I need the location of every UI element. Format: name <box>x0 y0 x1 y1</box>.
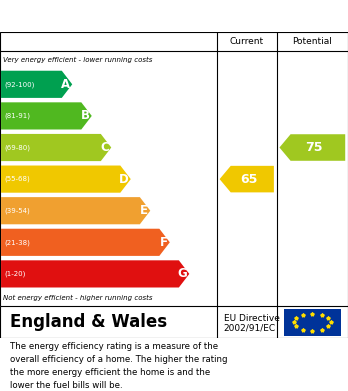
Text: 2002/91/EC: 2002/91/EC <box>224 323 276 332</box>
Polygon shape <box>279 134 345 161</box>
Text: E: E <box>140 204 148 217</box>
Text: Current: Current <box>230 37 264 46</box>
Text: G: G <box>177 267 187 280</box>
Text: F: F <box>160 236 168 249</box>
Text: Potential: Potential <box>292 37 332 46</box>
Text: B: B <box>81 109 90 122</box>
Text: (69-80): (69-80) <box>4 144 30 151</box>
Text: Not energy efficient - higher running costs: Not energy efficient - higher running co… <box>3 295 153 301</box>
Polygon shape <box>1 260 189 287</box>
Text: The energy efficiency rating is a measure of the
overall efficiency of a home. T: The energy efficiency rating is a measur… <box>10 343 228 390</box>
Text: Energy Efficiency Rating: Energy Efficiency Rating <box>10 9 220 23</box>
Text: (81-91): (81-91) <box>4 113 30 119</box>
Text: D: D <box>119 172 129 186</box>
Text: (55-68): (55-68) <box>4 176 30 182</box>
Polygon shape <box>220 166 274 192</box>
Polygon shape <box>1 165 131 193</box>
Text: C: C <box>101 141 109 154</box>
Text: 75: 75 <box>305 141 323 154</box>
Polygon shape <box>1 102 92 129</box>
Text: (92-100): (92-100) <box>4 81 34 88</box>
Text: Very energy efficient - lower running costs: Very energy efficient - lower running co… <box>3 57 153 63</box>
Text: A: A <box>61 78 70 91</box>
Polygon shape <box>1 229 170 256</box>
Polygon shape <box>1 197 150 224</box>
Text: (21-38): (21-38) <box>4 239 30 246</box>
Text: 65: 65 <box>240 172 257 186</box>
Text: (39-54): (39-54) <box>4 208 30 214</box>
Text: (1-20): (1-20) <box>4 271 25 277</box>
Text: EU Directive: EU Directive <box>224 314 280 323</box>
Polygon shape <box>1 134 111 161</box>
Polygon shape <box>1 71 72 98</box>
Text: England & Wales: England & Wales <box>10 313 168 331</box>
Bar <box>284 309 341 335</box>
